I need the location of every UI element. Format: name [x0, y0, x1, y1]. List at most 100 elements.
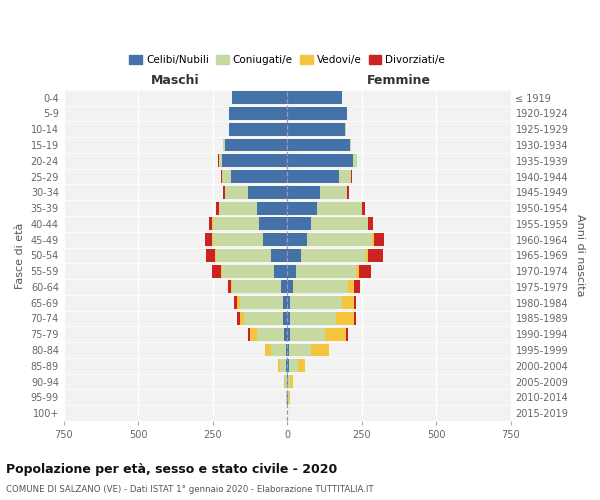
Bar — [287, 375, 288, 388]
Bar — [354, 280, 360, 293]
Bar — [287, 233, 307, 246]
Bar — [223, 138, 224, 151]
Bar — [288, 375, 290, 388]
Text: Femmine: Femmine — [367, 74, 431, 86]
Y-axis label: Fasce di età: Fasce di età — [15, 222, 25, 288]
Bar — [287, 92, 343, 104]
Bar — [224, 186, 248, 199]
Bar — [271, 344, 286, 356]
Bar — [362, 202, 365, 214]
Bar — [287, 360, 289, 372]
Bar — [284, 328, 287, 340]
Bar — [287, 123, 345, 136]
Bar — [311, 218, 368, 230]
Bar — [283, 312, 287, 325]
Bar — [368, 249, 383, 262]
Bar — [257, 202, 287, 214]
Bar — [348, 280, 354, 293]
Bar — [296, 264, 356, 278]
Bar — [317, 202, 362, 214]
Bar — [287, 249, 301, 262]
Text: COMUNE DI SALZANO (VE) - Dati ISTAT 1° gennaio 2020 - Elaborazione TUTTITALIA.IT: COMUNE DI SALZANO (VE) - Dati ISTAT 1° g… — [6, 485, 374, 494]
Y-axis label: Anni di nascita: Anni di nascita — [575, 214, 585, 296]
Bar — [283, 296, 287, 309]
Bar — [287, 296, 290, 309]
Bar — [287, 218, 311, 230]
Bar — [298, 360, 305, 372]
Bar — [374, 233, 384, 246]
Bar — [359, 264, 371, 278]
Bar — [209, 218, 212, 230]
Bar — [239, 312, 244, 325]
Text: Maschi: Maschi — [151, 74, 200, 86]
Bar — [280, 360, 286, 372]
Bar — [290, 296, 343, 309]
Bar — [221, 170, 230, 183]
Bar — [212, 264, 221, 278]
Bar — [350, 138, 351, 151]
Bar — [354, 312, 356, 325]
Bar — [265, 344, 271, 356]
Bar — [230, 170, 287, 183]
Bar — [307, 233, 372, 246]
Bar — [354, 296, 356, 309]
Bar — [206, 249, 215, 262]
Bar — [278, 360, 280, 372]
Bar — [224, 138, 287, 151]
Bar — [287, 170, 340, 183]
Bar — [213, 233, 263, 246]
Bar — [257, 328, 284, 340]
Bar — [287, 202, 317, 214]
Bar — [356, 264, 359, 278]
Bar — [287, 107, 347, 120]
Bar — [218, 154, 221, 168]
Bar — [263, 233, 287, 246]
Bar — [320, 186, 347, 199]
Bar — [239, 296, 283, 309]
Bar — [311, 344, 329, 356]
Bar — [234, 296, 236, 309]
Bar — [346, 328, 347, 340]
Bar — [248, 328, 250, 340]
Bar — [236, 296, 239, 309]
Bar — [287, 328, 290, 340]
Bar — [287, 154, 353, 168]
Bar — [227, 280, 230, 293]
Bar — [287, 280, 293, 293]
Bar — [289, 360, 298, 372]
Bar — [287, 391, 288, 404]
Bar — [216, 249, 271, 262]
Bar — [343, 296, 354, 309]
Bar — [366, 249, 368, 262]
Bar — [286, 360, 287, 372]
Bar — [290, 312, 337, 325]
Bar — [288, 391, 289, 404]
Bar — [287, 264, 296, 278]
Bar — [250, 328, 257, 340]
Bar — [301, 249, 366, 262]
Bar — [232, 92, 287, 104]
Bar — [229, 107, 287, 120]
Bar — [368, 218, 373, 230]
Bar — [287, 344, 289, 356]
Bar — [205, 233, 212, 246]
Bar — [217, 202, 218, 214]
Bar — [223, 186, 224, 199]
Bar — [287, 138, 350, 151]
Bar — [230, 280, 232, 293]
Bar — [293, 280, 348, 293]
Bar — [221, 154, 287, 168]
Bar — [213, 218, 259, 230]
Bar — [287, 312, 290, 325]
Bar — [218, 202, 257, 214]
Bar — [285, 375, 287, 388]
Bar — [353, 154, 357, 168]
Bar — [340, 170, 351, 183]
Bar — [236, 312, 239, 325]
Bar — [244, 312, 283, 325]
Bar — [290, 375, 293, 388]
Bar — [286, 344, 287, 356]
Bar — [289, 344, 311, 356]
Bar — [337, 312, 354, 325]
Bar — [347, 186, 349, 199]
